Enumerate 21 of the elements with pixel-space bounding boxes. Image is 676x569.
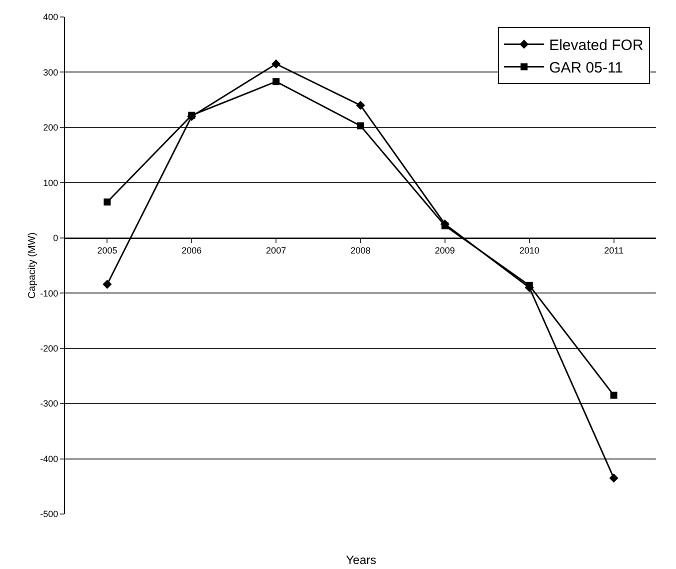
x-axis-title: Years bbox=[346, 553, 376, 567]
x-tick-label: 2011 bbox=[604, 246, 624, 256]
x-tick-label: 2005 bbox=[97, 246, 118, 256]
y-tick-label: -200 bbox=[40, 343, 58, 354]
y-tick-label: 100 bbox=[43, 178, 58, 188]
x-tick-label: 2010 bbox=[519, 246, 540, 256]
y-tick-label: 300 bbox=[43, 67, 58, 78]
legend-label: GAR 05-11 bbox=[549, 60, 624, 77]
legend-label: Elevated FOR bbox=[549, 37, 644, 54]
x-tick-label: 2008 bbox=[350, 246, 371, 256]
y-tick-label: 0 bbox=[53, 233, 58, 244]
y-tick-label: -400 bbox=[40, 454, 58, 464]
y-tick-label: -500 bbox=[40, 509, 58, 520]
x-tick-label: 2006 bbox=[182, 246, 202, 256]
y-tick-label: 400 bbox=[43, 12, 58, 22]
y-tick-label: -300 bbox=[40, 398, 58, 409]
y-tick-label: 200 bbox=[43, 122, 58, 133]
x-tick-label: 2007 bbox=[266, 246, 286, 256]
y-tick-label: -100 bbox=[40, 288, 58, 298]
x-tick-label: 2009 bbox=[434, 246, 455, 256]
y-axis-title: Capacity (MW) bbox=[27, 232, 38, 299]
